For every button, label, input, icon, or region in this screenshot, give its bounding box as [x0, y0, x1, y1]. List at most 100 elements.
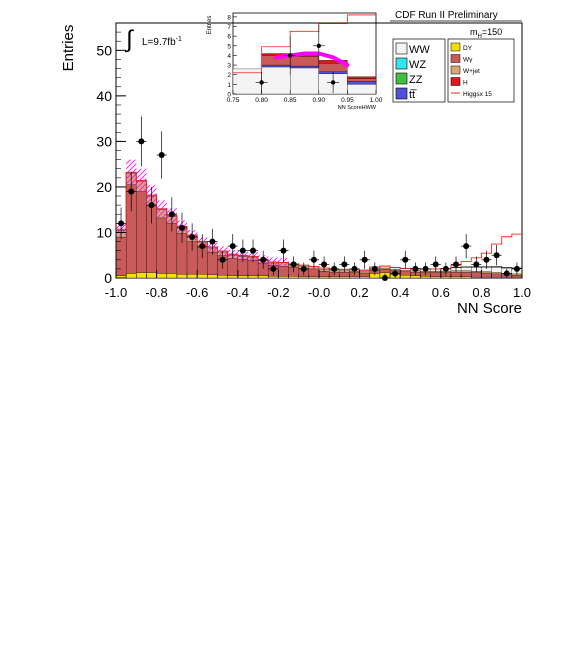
y-tick-label: 50	[96, 42, 112, 58]
inset-stack-bar-WW	[347, 84, 377, 95]
data-point	[453, 261, 460, 268]
lumi-prefix: L=9.7fb	[142, 37, 176, 48]
stack-bar-DY	[450, 276, 462, 279]
inset-stack-bar-WW	[261, 66, 291, 95]
legend-left: WW WZ ZZ tt̅	[392, 38, 446, 103]
stack-bar-Wgamma	[379, 269, 391, 273]
data-point	[189, 234, 196, 241]
legend-label: DY	[463, 45, 473, 52]
stack-bar-W+jet	[359, 271, 370, 274]
inset-x-tick-label: 0.95	[341, 97, 354, 104]
lumi-label: L=9.7fb-1	[142, 36, 182, 48]
inset-x-tick-label: 0.75	[227, 97, 240, 104]
x-tick-label: -0.8	[145, 285, 167, 300]
data-point	[473, 261, 480, 268]
stack-bar-WW	[460, 266, 472, 271]
stack-bar-DY	[308, 276, 320, 279]
stack-bar-DY	[247, 275, 259, 279]
inset-y-axis-label: Entries	[207, 16, 213, 35]
stack-bar-Wgamma	[339, 271, 350, 277]
data-point	[310, 256, 317, 263]
data-point	[239, 247, 246, 254]
stack-bar-Wgamma	[430, 272, 441, 277]
inset-axes: 0.75 0.80 0.85 0.90 0.95 1.00 0 1 2 3 4 5 6 7 8	[227, 14, 383, 104]
inset-y-tick-label: 1	[227, 82, 231, 89]
data-point	[341, 261, 348, 268]
stack-bar-Wgamma	[359, 272, 370, 277]
stack-bar-WW	[491, 266, 502, 273]
data-point	[422, 265, 429, 272]
stack-bar-DY	[460, 276, 472, 279]
stack-bar-W+jet	[491, 272, 502, 275]
x-tick-label: 1.0	[513, 285, 531, 300]
x-tick-label: 0.8	[472, 285, 490, 300]
stack-bar-DY	[349, 276, 360, 279]
legend-label: WW	[409, 44, 430, 56]
main-plot: -1.0 -0.8 -0.6 -0.4 -0.2 -0.0 0.2 0.4 0.6 0.8 1.00…	[60, 22, 531, 317]
data-point	[331, 265, 338, 272]
main-axes: -1.0 -0.8 -0.6 -0.4 -0.2 -0.0 0.2 0.4 0.6 0.8 1.00…	[96, 22, 531, 300]
main-y-axis-label: Entries	[60, 25, 77, 72]
data-point	[209, 238, 216, 245]
stack-bar-Wgamma	[115, 236, 127, 276]
inset-stack-bar-H	[347, 76, 377, 79]
stack-bar-Wgamma	[471, 272, 482, 278]
mass-label-val: =150	[482, 27, 502, 37]
integral-symbol: ∫	[124, 26, 134, 53]
stack-bar-Wgamma	[481, 272, 492, 278]
main-x-axis-label: NN Score	[457, 300, 522, 317]
inset-y-tick-label: 6	[227, 34, 231, 41]
legend-right: DY Wγ W+jet H Higgsx 15	[447, 38, 515, 103]
inset-y-tick-label: 0	[227, 92, 231, 99]
y-tick-label: 40	[96, 88, 112, 104]
stack-bar-DY	[298, 276, 310, 279]
x-tick-label: 0.4	[391, 285, 409, 300]
stack-bar-Wgamma	[207, 251, 218, 275]
stack-bar-DY	[288, 276, 299, 279]
stack-bar-DY	[359, 276, 370, 279]
stack-bar-Wgamma	[511, 275, 523, 278]
data-point	[493, 252, 500, 259]
stack-bar-DY	[136, 272, 147, 279]
inset-y-tick-label: 7	[227, 24, 231, 31]
stack-bar-DY	[420, 276, 431, 279]
stack-bar-W+jet	[379, 267, 391, 270]
legend-label: ZZ	[409, 74, 423, 86]
stack-bar-DY	[227, 275, 238, 279]
inset-data-point	[288, 53, 293, 58]
mass-label-m: m	[470, 27, 478, 37]
stack-bar-DY	[166, 273, 178, 279]
stack-bar-DY	[176, 274, 188, 279]
stack-bar-Wgamma	[247, 260, 259, 276]
legend-swatch	[450, 65, 461, 75]
data-point	[260, 256, 267, 263]
stack-bar-DY	[146, 272, 157, 279]
inset-stack-bar-Wgamma	[347, 78, 377, 82]
legend-label: Wγ	[463, 57, 473, 64]
data-point	[128, 188, 135, 195]
inset-magenta-line	[273, 51, 350, 68]
stack-bar-Wgamma	[156, 217, 167, 274]
inset-stack-bar-ttbar	[290, 65, 319, 69]
stack-bar-Wgamma	[278, 266, 289, 277]
inset-stack-bar-Wgamma	[290, 56, 319, 67]
data-point	[158, 152, 165, 159]
stack-bar-Wgamma	[400, 271, 411, 276]
stack-bar-DY	[339, 276, 350, 279]
x-tick-label: 0.6	[432, 285, 450, 300]
inset-plot: 0.75 0.80 0.85 0.90 0.95 1.00 0 1 2 3 4 5 6 7 8 Entrie…	[207, 12, 383, 111]
data-point	[321, 261, 328, 268]
legend-swatch	[450, 42, 461, 52]
inset-data-points	[255, 24, 340, 94]
lumi-exponent: -1	[176, 36, 182, 43]
y-tick-label: 0	[104, 270, 112, 286]
data-point	[381, 275, 388, 281]
inset-y-tick-label: 5	[227, 43, 231, 50]
stack-bar-DY	[257, 275, 269, 279]
data-point	[402, 256, 409, 263]
inset-stack-bar-WW	[290, 67, 319, 95]
stack-bar-Wgamma	[450, 271, 462, 277]
stack-bar-Wgamma	[491, 273, 502, 278]
legend-label: tt̅	[409, 89, 417, 101]
